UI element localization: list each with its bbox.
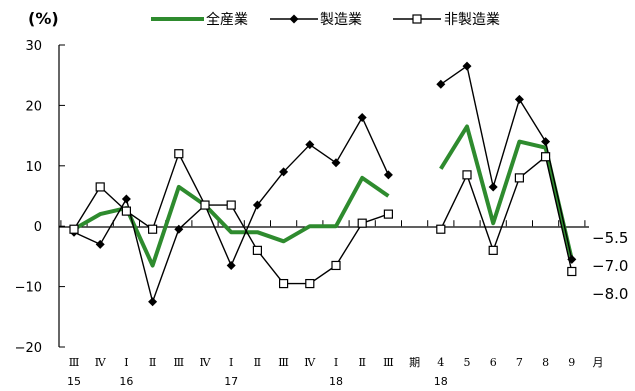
x-category-label: Ⅲ [278, 356, 289, 369]
point-manufacturing [567, 254, 577, 264]
point-non-manufacturing [488, 245, 498, 255]
point-non-manufacturing [200, 200, 210, 210]
x-year-label: 18 [434, 375, 448, 388]
point-manufacturing [148, 297, 158, 307]
point-non-manufacturing [331, 260, 341, 271]
x-category-label: Ⅰ [124, 356, 128, 369]
legend-label-non-manufacturing: 非製造業 [444, 12, 500, 28]
x-category-label: 月 [593, 356, 604, 369]
point-non-manufacturing [95, 182, 105, 192]
point-non-manufacturing [357, 218, 367, 228]
point-manufacturing [121, 194, 131, 204]
legend-label-all-industries: 全産業 [206, 11, 248, 28]
point-non-manufacturing [148, 224, 158, 234]
point-manufacturing [541, 137, 551, 147]
y-tick-label: 20 [25, 99, 42, 114]
point-manufacturing [488, 182, 498, 192]
point-non-manufacturing [252, 245, 262, 255]
point-manufacturing [252, 200, 262, 210]
x-category-label: Ⅱ [254, 356, 261, 369]
legend-label-manufacturing: 製造業 [320, 12, 362, 28]
point-non-manufacturing [514, 173, 525, 183]
point-non-manufacturing [226, 200, 236, 210]
legend-marker-manufacturing [289, 14, 299, 24]
series-line-all-industries-monthly [439, 124, 574, 260]
x-category-label: Ⅳ [95, 356, 107, 369]
x-year-label: 17 [224, 375, 238, 388]
point-manufacturing [514, 94, 524, 104]
x-category-label: Ⅰ [334, 356, 338, 369]
point-non-manufacturing [436, 224, 446, 234]
point-non-manufacturing [383, 209, 393, 219]
y-tick-label: −20 [15, 341, 42, 356]
series-line-all-industries-quarterly [73, 175, 390, 268]
point-non-manufacturing [279, 278, 289, 289]
x-category-label: 6 [490, 356, 497, 369]
x-category-label: Ⅰ [229, 356, 233, 369]
x-year-label: 18 [329, 375, 343, 388]
y-tick-label: 0 [34, 220, 42, 235]
y-unit-label: (%) [28, 9, 59, 28]
point-manufacturing [95, 239, 105, 249]
x-year-label: 15 [67, 375, 81, 388]
x-year-label: 16 [119, 375, 133, 388]
x-category-label: 7 [516, 356, 523, 369]
x-category-label: Ⅳ [304, 356, 316, 369]
x-category-label: 期 [409, 356, 420, 369]
x-category-label: 8 [542, 356, 549, 369]
x-category-label: 5 [464, 356, 471, 369]
point-non-manufacturing [540, 152, 551, 162]
legend-marker-non-manufacturing [412, 14, 422, 24]
point-non-manufacturing [174, 149, 184, 159]
side-note-manufacturing: −7.0 [592, 257, 628, 275]
y-tick-label: −10 [15, 281, 42, 296]
side-note-non-manufacturing: −8.0 [592, 285, 628, 303]
series-line-non-manufacturing-monthly [440, 155, 573, 272]
x-category-label: Ⅲ [173, 356, 184, 369]
point-non-manufacturing [462, 170, 472, 180]
x-category-label: 4 [437, 356, 444, 369]
point-manufacturing [279, 167, 289, 177]
x-category-label: Ⅳ [200, 356, 212, 369]
point-non-manufacturing [567, 266, 577, 277]
y-tick-label: 10 [25, 160, 42, 175]
x-category-label: Ⅲ [69, 356, 80, 369]
point-manufacturing [305, 140, 315, 150]
point-non-manufacturing [121, 206, 132, 216]
point-manufacturing [331, 158, 341, 168]
legend: 全産業 製造業 非製造業 [151, 11, 500, 28]
x-category-label: Ⅱ [358, 356, 365, 369]
x-category-label: 9 [568, 356, 575, 369]
y-tick-label: 30 [25, 39, 42, 54]
point-non-manufacturing [69, 224, 79, 234]
point-non-manufacturing [305, 278, 315, 289]
point-manufacturing [436, 79, 446, 89]
side-note-all-industries: −5.5 [592, 229, 628, 247]
x-category-label: Ⅲ [383, 356, 394, 369]
point-manufacturing [226, 260, 236, 270]
x-category-label: Ⅱ [149, 356, 156, 369]
point-manufacturing [383, 170, 393, 180]
point-manufacturing [357, 112, 367, 122]
point-manufacturing [462, 61, 472, 71]
series-line-manufacturing-monthly [440, 65, 573, 260]
point-manufacturing [174, 224, 184, 234]
